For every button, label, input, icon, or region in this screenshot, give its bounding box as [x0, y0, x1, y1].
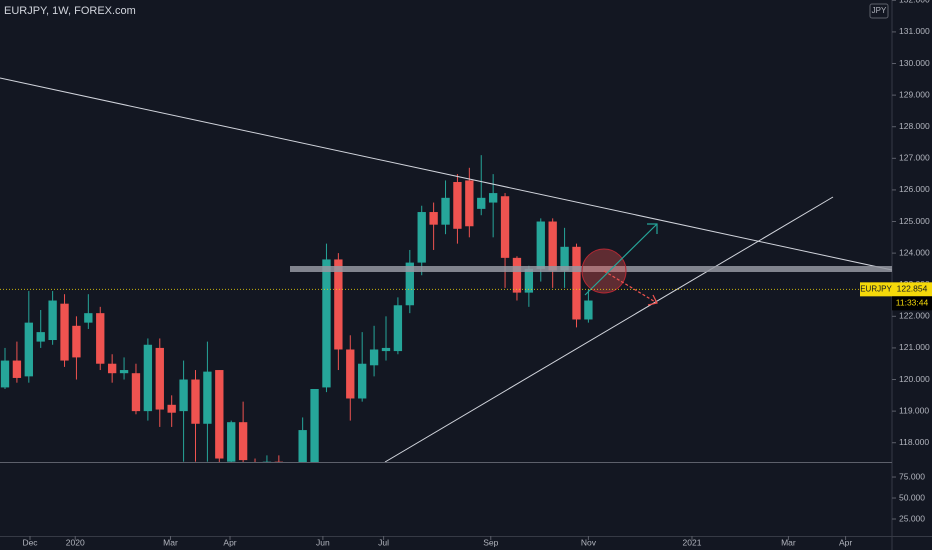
candle-body — [215, 370, 224, 459]
price-tag-label: 122.854 — [897, 284, 928, 294]
arrow-up — [584, 223, 658, 296]
candles — [0, 155, 593, 462]
candle-body — [203, 371, 212, 424]
x-tick-label: Apr — [839, 537, 852, 547]
y-tick-label: 126.000 — [899, 184, 930, 194]
y-tick-label: 120.000 — [899, 374, 930, 384]
symbol-label: EURJPY — [860, 284, 892, 293]
candle-body — [238, 422, 248, 461]
candle-body — [572, 246, 581, 320]
candle-body — [358, 363, 367, 399]
candle-body — [524, 268, 534, 293]
y-tick-label: 119.000 — [899, 405, 929, 415]
candle-body — [393, 305, 403, 352]
arrow-head — [647, 223, 658, 234]
x-tick-label: 2020 — [66, 537, 85, 547]
symbol-tag — [860, 282, 892, 297]
currency-button[interactable] — [869, 3, 889, 19]
chart-title: EURJPY, 1W, FOREX.com — [4, 5, 136, 17]
candle-body — [227, 422, 236, 462]
candle-body — [298, 430, 307, 462]
x-tick-label: Mar — [781, 537, 796, 547]
candle-body — [548, 221, 557, 271]
price-tag — [892, 282, 932, 297]
candle-body — [512, 257, 522, 293]
x-tick-label: Dec — [22, 537, 38, 547]
currency-label: JPY — [872, 6, 887, 15]
candle-body — [536, 221, 545, 269]
candle-body — [131, 373, 141, 412]
candle-body — [500, 196, 510, 258]
y2-tick-label: 25.000 — [899, 513, 925, 523]
candle-body — [191, 379, 200, 424]
candle-body — [24, 322, 33, 377]
candle-body — [36, 332, 45, 342]
candle-body — [429, 212, 438, 225]
y-tick-label: 124.000 — [899, 247, 930, 257]
candle-body — [274, 461, 284, 462]
candle-body — [334, 259, 343, 350]
candle-body — [346, 349, 355, 399]
x-tick-label: Jun — [316, 537, 330, 547]
y-tick-label: 128.000 — [899, 121, 930, 131]
candle-body — [560, 246, 569, 271]
y2-tick-label: 50.000 — [899, 492, 925, 502]
y-tick-label: 125.000 — [899, 216, 930, 226]
y-tick-label: 127.000 — [899, 153, 930, 163]
candle-body — [96, 313, 105, 364]
x-tick-label: Mar — [163, 537, 178, 547]
candle-body — [155, 347, 164, 410]
x-tick-label: Apr — [223, 537, 236, 547]
x-tick-label: Sep — [483, 537, 498, 547]
candle-body — [179, 379, 188, 412]
trend-line — [384, 196, 834, 462]
candle-body — [369, 349, 379, 366]
candle-body — [48, 300, 57, 341]
countdown-tag — [892, 296, 932, 311]
y-tick-label: 130.000 — [899, 58, 930, 68]
horizontal-band — [290, 266, 892, 272]
candle-body — [417, 212, 426, 263]
arrow-down — [603, 270, 658, 304]
x-tick-label: Jul — [378, 537, 389, 547]
candle-body — [477, 197, 486, 209]
x-tick-label: 2021 — [683, 537, 702, 547]
candle-body — [262, 461, 272, 462]
drawings — [0, 77, 892, 462]
candle-body — [107, 363, 117, 374]
candle-body — [167, 404, 176, 413]
y-tick-label: 118.000 — [899, 437, 929, 447]
y-tick-label: 121.000 — [899, 342, 930, 352]
candle-body — [143, 344, 153, 412]
candle-body — [84, 313, 93, 323]
candle-body — [441, 197, 450, 225]
candle-body — [405, 262, 414, 306]
candle-body — [584, 300, 593, 320]
candle-body — [119, 370, 129, 374]
x-tick-label: Nov — [581, 537, 597, 547]
y-tick-label: 122.000 — [899, 311, 930, 321]
trend-line — [0, 77, 892, 271]
countdown-label: 11:33:44 — [896, 298, 929, 308]
candle-body — [453, 182, 462, 229]
arrow-head — [647, 294, 658, 306]
candle-body — [0, 360, 10, 388]
candle-body — [12, 360, 22, 378]
y-tick-label: 129.000 — [899, 89, 930, 99]
candle-body — [465, 180, 474, 227]
candle-body — [322, 259, 331, 388]
candle-body — [488, 193, 498, 203]
candle-body — [310, 389, 319, 462]
y-tick-label: 132.000 — [899, 0, 930, 5]
axes: 118.000119.000120.000121.000122.000123.0… — [22, 0, 930, 547]
y2-tick-label: 75.000 — [899, 471, 925, 481]
candle-body — [60, 303, 69, 361]
candle-body — [381, 347, 391, 352]
candle-body — [72, 325, 81, 358]
y-tick-label: 131.000 — [899, 26, 930, 36]
